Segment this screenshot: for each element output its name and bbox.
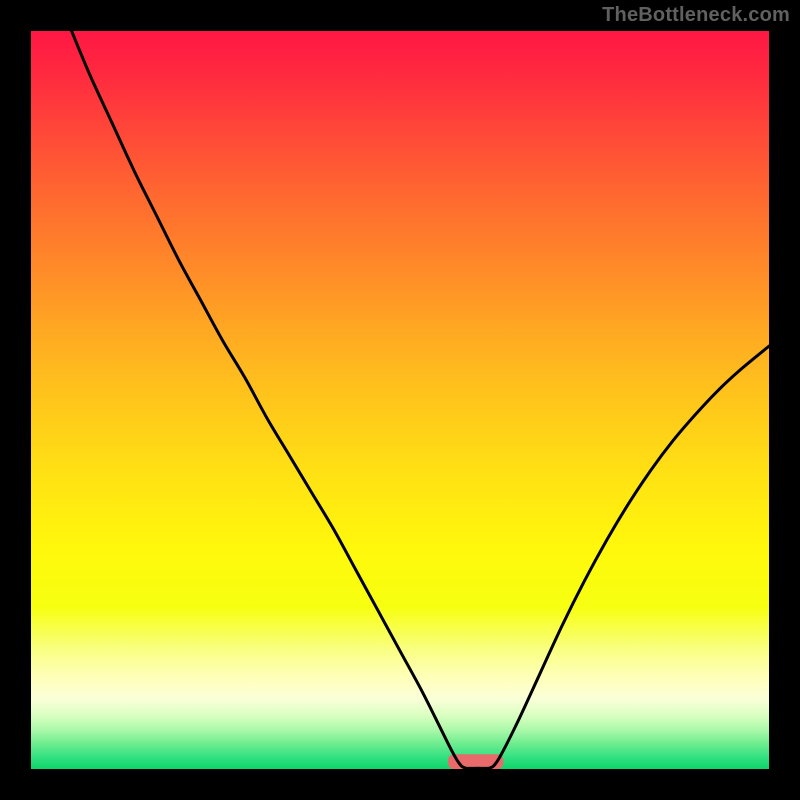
bottleneck-chart — [0, 0, 800, 800]
chart-frame — [0, 0, 31, 800]
chart-frame — [769, 0, 800, 800]
chart-frame — [0, 769, 800, 800]
watermark-text: TheBottleneck.com — [602, 4, 790, 27]
chart-background — [31, 31, 769, 769]
